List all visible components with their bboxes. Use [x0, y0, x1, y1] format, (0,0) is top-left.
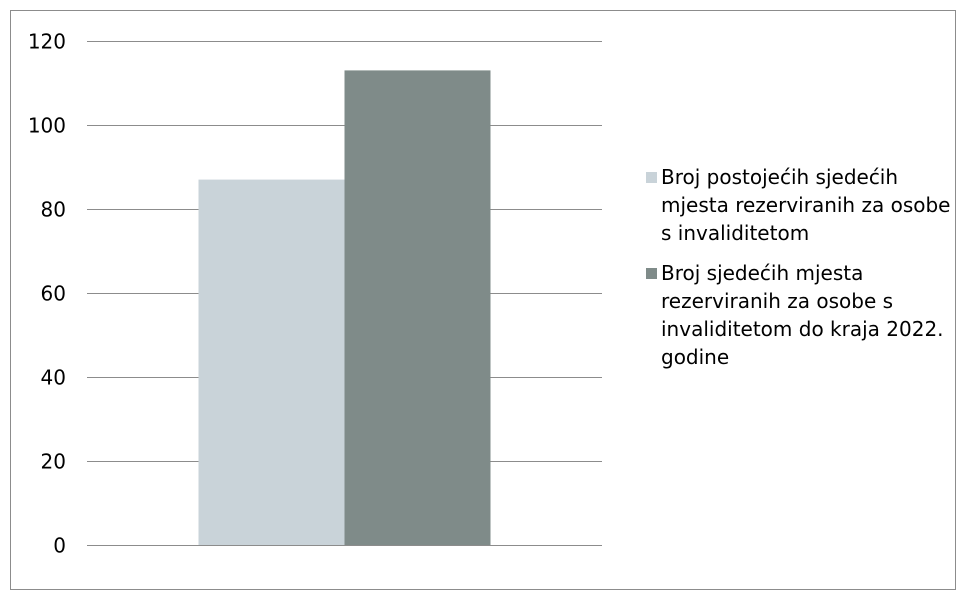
- y-tick-label-60: 60: [41, 282, 66, 306]
- bars: [199, 70, 491, 545]
- y-axis-ticks: 0 20 40 60 80 100 120: [28, 30, 66, 558]
- legend-swatch-existing-seats: [646, 172, 657, 183]
- y-tick-label-120: 120: [28, 30, 66, 54]
- legend-item-existing-seats: Broj postojećih sjedećih mjesta rezervir…: [646, 163, 951, 247]
- y-tick-label-100: 100: [28, 114, 66, 138]
- y-tick-label-20: 20: [41, 450, 66, 474]
- legend: Broj postojećih sjedećih mjesta rezervir…: [646, 163, 951, 383]
- bar-series-0: [199, 180, 345, 545]
- legend-label-existing-seats: Broj postojećih sjedećih mjesta rezervir…: [661, 163, 951, 247]
- bar-series-1: [345, 70, 491, 545]
- legend-swatch-seats-2022: [646, 268, 657, 279]
- y-tick-label-0: 0: [53, 534, 66, 558]
- legend-item-seats-2022: Broj sjedećih mjesta rezerviranih za oso…: [646, 259, 951, 371]
- y-tick-label-40: 40: [41, 366, 66, 390]
- y-tick-label-80: 80: [41, 198, 66, 222]
- legend-label-seats-2022: Broj sjedećih mjesta rezerviranih za oso…: [661, 259, 951, 371]
